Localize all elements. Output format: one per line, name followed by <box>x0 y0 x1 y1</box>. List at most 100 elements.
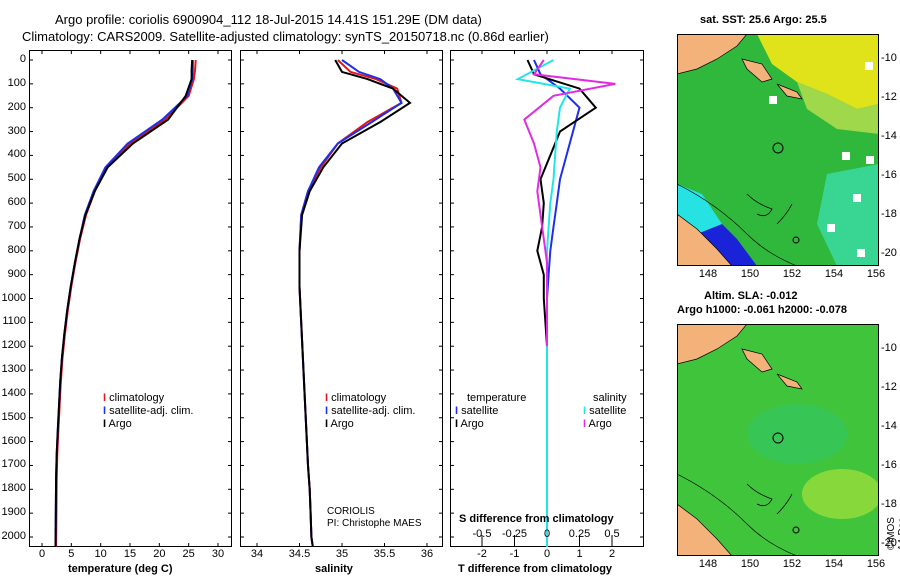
missing-data-cell <box>857 249 865 257</box>
legend-climatology: I climatology <box>325 392 387 404</box>
sst-map-title: sat. SST: 25.6 Argo: 25.5 <box>700 14 827 26</box>
legend-t-argo: I Argo <box>455 418 484 430</box>
depth-tick-label: 1300 <box>1 363 26 376</box>
depth-tick-label: 800 <box>7 243 26 256</box>
latitude-tick-label: -10 <box>881 52 897 64</box>
latitude-tick-label: -18 <box>881 208 897 220</box>
island <box>741 58 773 83</box>
legend-s-satellite: I satellite <box>583 405 627 417</box>
series-line-salinity-satellite <box>514 59 572 547</box>
legend-argo: I Argo <box>103 418 132 430</box>
sla-map <box>677 324 879 556</box>
depth-tick-label: 500 <box>7 172 26 185</box>
latitude-tick-label: -14 <box>881 130 897 142</box>
sla-map-title-2: Argo h1000: -0.061 h2000: -0.078 <box>677 304 847 316</box>
footer-stamp: ©IMOS 14-Dec-2018 08:05:38 <box>886 514 900 550</box>
temperature-tick-label: 25 <box>182 548 195 560</box>
sla-map-title-1: Altim. SLA: -0.012 <box>704 290 798 302</box>
difference-legend-temperature: temperature I satellite I Argo <box>455 392 526 431</box>
latitude-tick-label: -20 <box>881 247 897 259</box>
temperature-tick-label: 20 <box>153 548 166 560</box>
plot-frame <box>29 50 232 547</box>
depth-tick-label: 1200 <box>1 339 26 352</box>
depth-tick-label: 1100 <box>2 315 26 328</box>
difference-tick-label: 2 <box>608 548 616 560</box>
cool-sst-area <box>677 184 722 234</box>
credit-pi: PI: Christophe MAES <box>327 518 422 529</box>
secondary-marker <box>792 236 800 244</box>
depth-tick-label: 1500 <box>1 410 26 423</box>
s-difference-tick-label: 0.5 <box>604 528 620 540</box>
depth-contour <box>677 183 798 266</box>
legend-title: salinity <box>593 392 627 404</box>
legend-satellite: I satellite-adj. clim. <box>325 405 416 417</box>
secondary-marker <box>792 526 800 534</box>
latitude-tick-label: -18 <box>881 498 897 510</box>
sst-map <box>677 34 879 266</box>
series-line-argo <box>298 59 412 547</box>
salinity-tick-label: 36 <box>420 548 434 560</box>
longitude-tick-label: 156 <box>866 268 886 280</box>
longitude-tick-label: 152 <box>782 558 802 570</box>
depth-tick-label: 0 <box>19 53 26 65</box>
temperature-tick-label: 30 <box>211 548 225 560</box>
series-line-salinity-argo <box>523 59 616 347</box>
depth-tick-label: 1700 <box>1 458 26 471</box>
difference-legend-salinity: salinity I satellite I Argo <box>583 392 627 431</box>
island <box>776 373 803 390</box>
depth-tick-label: 900 <box>7 267 26 280</box>
longitude-tick-label: 150 <box>740 268 760 280</box>
sla-high-patch <box>802 469 879 519</box>
depth-tick-label: 300 <box>7 124 26 137</box>
latitude-tick-label: -12 <box>881 91 897 103</box>
difference-tick-label: 0 <box>543 548 551 560</box>
s-difference-tick-label: 0.25 <box>568 528 591 540</box>
cyan-sst-patch <box>817 164 879 266</box>
longitude-tick-label: 154 <box>824 268 844 280</box>
latitude-tick-label: -14 <box>881 420 897 432</box>
salinity-plot <box>240 50 443 547</box>
missing-data-cell <box>853 194 861 202</box>
difference-tick-label: -1 <box>509 548 520 560</box>
missing-data-cell <box>865 62 873 70</box>
missing-data-cell <box>827 224 835 232</box>
depth-tick-label: 2000 <box>1 530 26 542</box>
longitude-tick-label: 150 <box>740 558 760 570</box>
t-difference-axis-label: T difference from climatology <box>458 563 613 575</box>
salinity-tick-label: 34 <box>250 548 264 560</box>
depth-tick-label: 100 <box>7 76 26 89</box>
temperature-legend: I climatology I satellite-adj. clim. I A… <box>103 392 193 431</box>
difference-tick-label: 1 <box>576 548 583 560</box>
temperature-tick-label: 0 <box>38 548 46 560</box>
temperature-tick-label: 5 <box>68 548 75 560</box>
legend-t-satellite: I satellite <box>455 405 499 417</box>
s-difference-tick-label: -0.25 <box>501 528 528 540</box>
salinity-tick-label: 34.5 <box>288 548 311 560</box>
s-difference-tick-label: -0.5 <box>472 528 492 540</box>
legend-s-argo: I Argo <box>583 418 612 430</box>
longitude-tick-label: 152 <box>782 268 802 280</box>
salinity-tick-label: 35.5 <box>373 548 396 560</box>
legend-climatology: I climatology <box>103 392 165 404</box>
island <box>776 83 803 100</box>
depth-tick-label: 200 <box>7 100 26 113</box>
temperature-plot <box>29 50 232 547</box>
longitude-tick-label: 148 <box>698 558 718 570</box>
depth-tick-label: 1600 <box>1 434 26 447</box>
depth-contour <box>677 473 798 556</box>
title-line-2: Climatology: CARS2009. Satellite-adjuste… <box>22 29 549 44</box>
map-frame <box>677 324 879 556</box>
latitude-tick-label: -10 <box>881 342 897 354</box>
latitude-tick-label: -16 <box>881 169 897 181</box>
longitude-tick-label: 154 <box>824 558 844 570</box>
latitude-tick-label: -20 <box>881 537 897 549</box>
longitude-tick-label: 148 <box>698 268 718 280</box>
missing-data-cell <box>769 96 777 104</box>
temperature-tick-label: 15 <box>123 548 137 560</box>
argo-location-marker <box>772 432 784 444</box>
depth-tick-label: 1900 <box>1 506 26 519</box>
depth-tick-label: 400 <box>7 148 26 161</box>
s-difference-tick-label: 0 <box>543 528 551 540</box>
s-difference-axis-label: S difference from climatology <box>459 513 614 525</box>
difference-tick-label: -2 <box>477 548 487 560</box>
